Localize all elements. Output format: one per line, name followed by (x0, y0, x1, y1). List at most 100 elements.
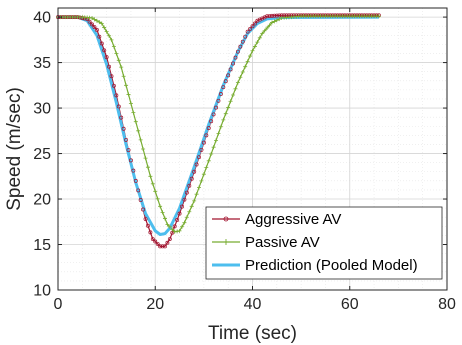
data-point-0 (274, 13, 279, 18)
data-point-1 (206, 158, 211, 163)
data-point-1 (162, 216, 167, 221)
x-axis-label: Time (sec) (208, 323, 297, 344)
data-point-1 (267, 23, 272, 28)
data-point-1 (255, 40, 260, 45)
data-point-1 (216, 131, 221, 136)
data-point-0 (221, 85, 226, 90)
data-point-0 (194, 162, 199, 167)
series-markers (56, 13, 381, 249)
data-point-0 (228, 67, 233, 72)
x-tick-label: 20 (146, 296, 164, 313)
data-point-1 (128, 101, 133, 106)
data-point-0 (231, 61, 235, 66)
data-point-1 (201, 172, 206, 177)
data-point-0 (136, 188, 141, 193)
data-point-0 (218, 92, 223, 96)
data-point-0 (138, 197, 143, 202)
data-point-0 (180, 204, 184, 209)
data-point-0 (133, 178, 138, 183)
data-point-1 (250, 48, 255, 53)
data-point-1 (194, 192, 199, 197)
y-tick-label: 35 (33, 55, 51, 72)
data-point-0 (184, 190, 189, 195)
data-point-1 (126, 92, 131, 97)
data-point-0 (265, 14, 270, 19)
data-point-0 (252, 21, 257, 26)
legend-marker-0 (223, 216, 229, 222)
data-point-1 (141, 147, 146, 151)
data-point-1 (119, 65, 124, 70)
data-point-0 (233, 55, 238, 60)
data-point-1 (114, 51, 119, 56)
data-point-1 (104, 29, 109, 34)
data-point-0 (270, 13, 274, 18)
ticks: 0 20 40 60 80 10 15 20 25 30 35 40 (33, 8, 456, 313)
data-point-1 (252, 44, 257, 49)
y-tick-label: 15 (33, 237, 51, 254)
data-point-1 (240, 69, 245, 74)
data-point-0 (165, 240, 170, 245)
data-point-0 (126, 148, 131, 153)
data-point-1 (199, 178, 204, 183)
data-point-0 (90, 22, 94, 27)
data-point-1 (235, 80, 240, 85)
data-point-0 (209, 119, 214, 124)
data-point-1 (121, 74, 126, 79)
y-tick-label: 40 (33, 10, 51, 27)
data-point-0 (146, 223, 150, 228)
legend-label-0: Aggressive AV (245, 211, 341, 228)
data-point-0 (272, 13, 277, 18)
data-point-1 (260, 31, 265, 36)
data-point-0 (107, 64, 112, 69)
data-point-1 (187, 209, 192, 214)
legend: Aggressive AV Passive AV Prediction (Poole… (205, 206, 443, 280)
data-point-0 (189, 176, 194, 181)
data-point-1 (160, 210, 165, 215)
data-point-1 (111, 44, 116, 49)
data-point-1 (175, 229, 180, 234)
legend-box (205, 206, 443, 280)
data-point-1 (257, 35, 262, 40)
data-point-0 (192, 169, 197, 174)
data-point-0 (187, 183, 192, 188)
data-point-1 (245, 59, 250, 64)
data-point-1 (233, 86, 238, 91)
data-point-0 (226, 73, 231, 78)
data-point-0 (197, 155, 201, 160)
data-point-1 (272, 19, 277, 24)
data-point-0 (116, 104, 121, 109)
legend-label-1: Passive AV (245, 234, 320, 251)
data-point-0 (182, 197, 187, 202)
data-point-0 (109, 74, 114, 79)
data-point-0 (87, 19, 92, 24)
data-point-1 (238, 75, 243, 80)
data-point-1 (102, 25, 107, 30)
data-point-1 (97, 20, 102, 25)
data-point-1 (155, 196, 160, 201)
grid (57, 7, 448, 291)
data-point-0 (99, 41, 104, 46)
data-point-1 (172, 229, 177, 234)
data-point-1 (231, 93, 236, 98)
data-point-0 (238, 44, 243, 49)
data-point-0 (111, 83, 116, 88)
data-point-1 (204, 165, 209, 170)
data-point-0 (143, 217, 148, 221)
data-point-0 (277, 13, 282, 18)
data-point-1 (192, 198, 197, 203)
data-point-1 (153, 189, 158, 194)
data-point-1 (92, 17, 97, 22)
data-point-0 (248, 26, 253, 31)
data-point-1 (248, 54, 253, 59)
data-point-1 (124, 83, 129, 88)
data-point-0 (141, 207, 146, 212)
data-point-0 (119, 115, 124, 120)
data-point-0 (199, 147, 204, 152)
data-point-1 (228, 99, 233, 104)
data-point-1 (221, 117, 226, 122)
data-point-1 (274, 18, 279, 23)
data-point-0 (104, 55, 109, 60)
data-point-0 (235, 49, 240, 54)
data-point-1 (177, 228, 182, 233)
